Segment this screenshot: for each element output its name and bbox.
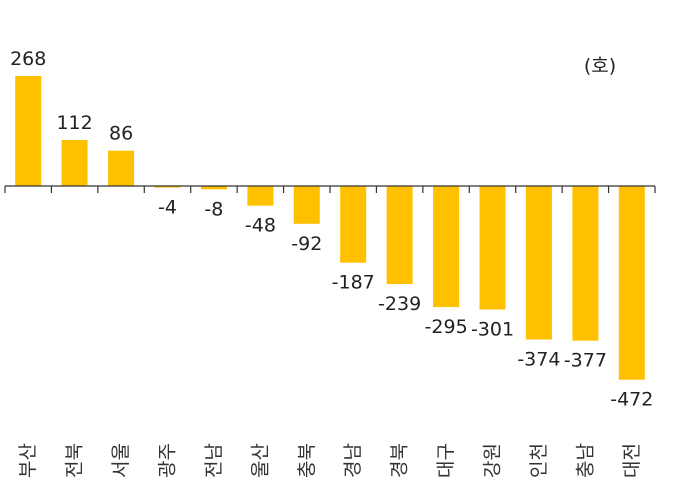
value-label: -295 [425, 316, 468, 338]
category-label: 전남 [203, 443, 225, 478]
value-label: -239 [378, 293, 421, 315]
x-axis [4, 185, 656, 193]
category-label: 충북 [296, 443, 318, 478]
category-label: 경남 [342, 443, 364, 478]
value-labels-group: 268 112 86 -4 -8 -48 -92 -187-239-295 -301-374 -3… [10, 48, 653, 411]
bar-경북 [386, 186, 413, 285]
bar-대구 [433, 186, 460, 308]
value-label: -48 [245, 215, 276, 237]
value-label: 268 [10, 48, 46, 70]
bar-대전 [618, 186, 645, 380]
category-label: 대전 [621, 443, 643, 478]
value-label: 112 [56, 112, 92, 134]
bar-부산 [15, 76, 42, 186]
category-labels-group: 부산 전북 서울 광주 전남 울산 충북 경남 경북 대구 강원 인천 충남 대전 [17, 443, 643, 478]
value-label: -472 [610, 389, 653, 411]
bar-광주 [154, 186, 181, 188]
value-label: -8 [204, 198, 223, 220]
category-label: 부산 [17, 443, 39, 478]
bar-충북 [293, 186, 320, 224]
value-label: -92 [291, 233, 322, 255]
bar-서울 [108, 150, 135, 186]
bar-인천 [525, 186, 552, 340]
value-label: -187 [332, 272, 375, 294]
category-label: 강원 [482, 443, 504, 478]
value-label: -374 [517, 349, 560, 371]
category-label: 대구 [435, 443, 457, 478]
category-label: 울산 [249, 443, 271, 478]
value-label: -301 [471, 319, 514, 341]
bar-전남 [200, 186, 227, 190]
bar-강원 [479, 186, 506, 310]
value-label: -377 [564, 350, 607, 372]
bar-충남 [572, 186, 599, 341]
category-label: 서울 [110, 443, 132, 478]
value-label: -4 [158, 197, 177, 219]
category-label: 광주 [157, 443, 179, 478]
category-label: 경북 [389, 443, 411, 478]
category-label: 전북 [64, 443, 86, 478]
category-label: 충남 [574, 443, 596, 478]
unit-label: (호) [584, 55, 616, 77]
bar-전북 [61, 140, 88, 186]
category-label: 인천 [528, 443, 550, 478]
bar-경남 [340, 186, 367, 263]
bar-울산 [247, 186, 274, 206]
value-label: 86 [109, 123, 133, 145]
bars-group [15, 76, 645, 380]
